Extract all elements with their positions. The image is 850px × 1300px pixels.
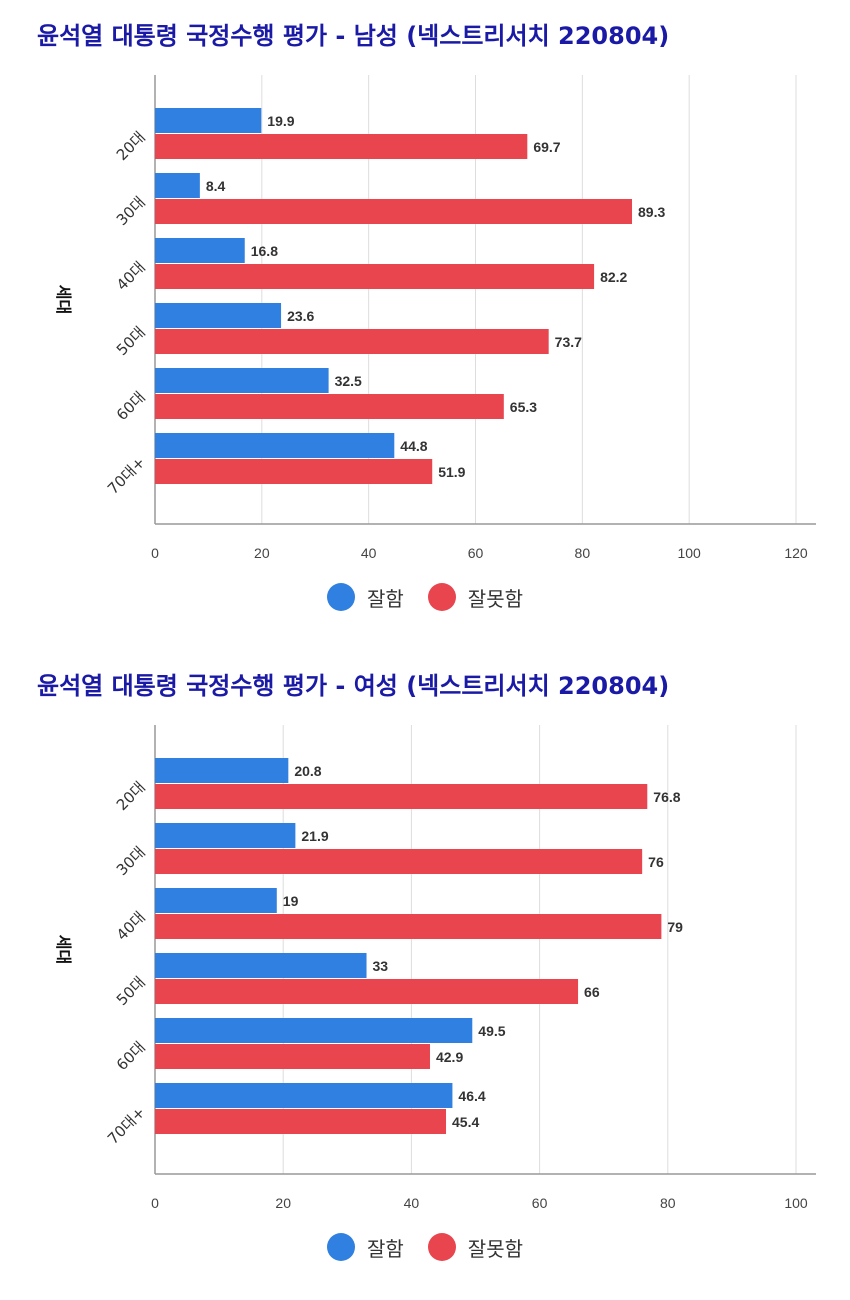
x-tick-label: 0 — [151, 545, 159, 561]
data-label: 33 — [373, 958, 389, 974]
bar-good-2 — [155, 238, 245, 263]
category-label: 50대 — [113, 323, 149, 359]
bar-good-0 — [155, 758, 289, 783]
data-label: 65.3 — [510, 399, 537, 415]
chart-title: 윤석열 대통령 국정수행 평가 - 여성 (넥스트리서치 220804) — [37, 672, 670, 700]
bar-bad-3 — [155, 329, 549, 354]
y-axis-title: 세대 — [54, 285, 73, 314]
legend-label-good: 잘함 — [366, 1236, 404, 1261]
category-label: 70대+ — [104, 453, 149, 498]
legend-item-bad[interactable]: 잘못함 — [427, 583, 523, 612]
data-label: 19.9 — [267, 113, 294, 129]
legend-label-bad: 잘못함 — [467, 1236, 523, 1261]
data-label: 49.5 — [478, 1023, 505, 1039]
data-label: 76.8 — [653, 789, 680, 805]
chart-title: 윤석열 대통령 국정수행 평가 - 남성 (넥스트리서치 220804) — [37, 22, 670, 50]
bar-good-5 — [155, 1083, 453, 1108]
chart-legend: 잘함 잘못함 — [0, 580, 850, 614]
category-label: 60대 — [113, 388, 149, 424]
bar-good-3 — [155, 303, 282, 328]
chart-panel-female: 윤석열 대통령 국정수행 평가 - 여성 (넥스트리서치 220804) 0 20… — [0, 650, 850, 1290]
x-tick-label: 20 — [275, 1195, 291, 1211]
y-axis-title: 세대 — [54, 935, 73, 964]
data-label: 19 — [283, 893, 299, 909]
data-label: 20.8 — [294, 763, 321, 779]
legend-item-bad[interactable]: 잘못함 — [427, 1233, 523, 1262]
chart-panel-male: 윤석열 대통령 국정수행 평가 - 남성 (넥스트리서치 220804) 0 20… — [0, 0, 850, 640]
data-label: 8.4 — [206, 178, 226, 194]
data-label: 82.2 — [600, 269, 627, 285]
bar-good-5 — [155, 433, 395, 458]
data-label: 76 — [648, 854, 664, 870]
bar-bad-4 — [155, 1044, 430, 1069]
bar-bad-5 — [155, 1109, 447, 1134]
x-tick-label: 80 — [660, 1195, 676, 1211]
bar-bad-4 — [155, 394, 504, 419]
data-label: 46.4 — [458, 1088, 485, 1104]
bar-bad-2 — [155, 914, 662, 939]
bar-good-2 — [155, 888, 277, 913]
legend-dot-bad — [427, 1233, 456, 1261]
category-label: 30대 — [113, 843, 149, 879]
bar-bad-1 — [155, 199, 633, 224]
bar-good-4 — [155, 368, 329, 393]
x-tick-label: 40 — [404, 1195, 420, 1211]
legend-dot-good — [326, 583, 355, 611]
x-tick-label: 100 — [677, 545, 701, 561]
data-label: 21.9 — [301, 828, 328, 844]
data-label: 89.3 — [638, 204, 665, 220]
x-tick-label: 0 — [151, 1195, 159, 1211]
legend-dot-good — [326, 1233, 355, 1261]
chart-legend: 잘함 잘못함 — [0, 1230, 850, 1264]
data-label: 16.8 — [251, 243, 278, 259]
legend-label-good: 잘함 — [366, 586, 404, 611]
bar-good-1 — [155, 173, 200, 198]
bar-bad-2 — [155, 264, 595, 289]
data-label: 73.7 — [555, 334, 582, 350]
x-tick-label: 80 — [575, 545, 591, 561]
bar-bad-1 — [155, 849, 643, 874]
legend-item-good[interactable]: 잘함 — [326, 1233, 404, 1262]
data-label: 79 — [667, 919, 683, 935]
bar-good-0 — [155, 108, 262, 133]
x-tick-label: 40 — [361, 545, 377, 561]
data-label: 44.8 — [400, 438, 427, 454]
bar-bad-5 — [155, 459, 433, 484]
legend-label-bad: 잘못함 — [467, 586, 523, 611]
category-label: 60대 — [113, 1038, 149, 1074]
x-tick-label: 120 — [784, 545, 808, 561]
data-label: 51.9 — [438, 464, 465, 480]
category-label: 40대 — [113, 258, 149, 294]
bar-bad-3 — [155, 979, 579, 1004]
category-label: 30대 — [113, 193, 149, 229]
x-tick-label: 100 — [784, 1195, 808, 1211]
legend-item-good[interactable]: 잘함 — [326, 583, 404, 612]
bar-chart-male: 0 20 40 60 80 100 120 세대 19.9 69.7 20대 8.4 89.3 30대 16… — [54, 75, 816, 561]
data-label: 66 — [584, 984, 600, 1000]
bar-good-3 — [155, 953, 367, 978]
legend-dot-bad — [427, 583, 456, 611]
x-tick-label: 60 — [468, 545, 484, 561]
bar-bad-0 — [155, 134, 528, 159]
data-label: 69.7 — [533, 139, 560, 155]
category-label: 40대 — [113, 908, 149, 944]
data-label: 45.4 — [452, 1114, 479, 1130]
data-label: 42.9 — [436, 1049, 463, 1065]
x-tick-label: 20 — [254, 545, 270, 561]
bar-good-1 — [155, 823, 296, 848]
bar-chart-female: 0 20 40 60 80 100 세대 20.8 76.8 20대 21.9 76 30대 19 79 40… — [54, 725, 816, 1211]
x-tick-label: 60 — [532, 1195, 548, 1211]
data-label: 32.5 — [335, 373, 362, 389]
category-label: 70대+ — [104, 1103, 149, 1148]
data-label: 23.6 — [287, 308, 314, 324]
bar-good-4 — [155, 1018, 473, 1043]
category-label: 20대 — [113, 778, 149, 814]
category-label: 50대 — [113, 973, 149, 1009]
category-label: 20대 — [113, 128, 149, 164]
bar-bad-0 — [155, 784, 648, 809]
